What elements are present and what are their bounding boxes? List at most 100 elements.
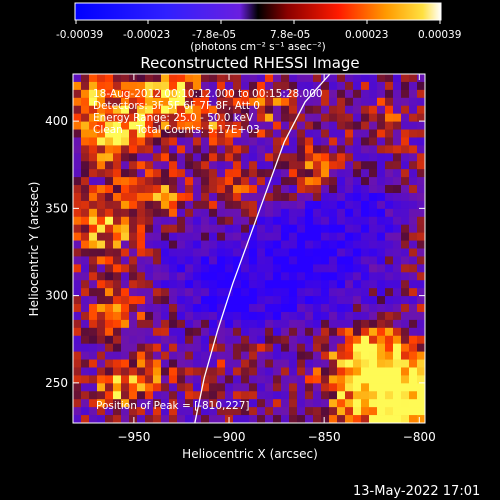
heatmap-cell — [81, 169, 90, 178]
heatmap-cell — [121, 177, 130, 186]
heatmap-cell — [289, 311, 298, 321]
heatmap-cell — [353, 264, 362, 273]
heatmap-cell — [305, 288, 314, 297]
heatmap-cell — [113, 185, 122, 194]
heatmap-cell — [265, 296, 274, 305]
heatmap-cell — [169, 359, 178, 368]
heatmap-cell — [393, 327, 402, 337]
heatmap-cell — [137, 304, 146, 313]
heatmap-cell — [177, 81, 186, 91]
heatmap-cell — [201, 145, 210, 154]
heatmap-cell — [289, 351, 298, 360]
heatmap-cell — [169, 81, 178, 91]
heatmap-cell — [409, 383, 418, 392]
heatmap-cell — [169, 200, 178, 210]
heatmap-cell — [297, 153, 306, 162]
heatmap-cell — [265, 399, 274, 408]
heatmap-cell — [409, 375, 418, 384]
heatmap-cell — [281, 335, 290, 345]
heatmap-cell — [241, 272, 250, 281]
heatmap-cell — [73, 216, 82, 226]
heatmap-cell — [169, 375, 178, 384]
heatmap-cell — [345, 407, 354, 416]
heatmap-cell — [377, 311, 386, 321]
heatmap-cell — [89, 399, 98, 408]
heatmap-cell — [369, 224, 378, 234]
heatmap-cell — [377, 375, 386, 384]
heatmap-cell — [257, 185, 266, 194]
heatmap-cell — [201, 89, 210, 99]
heatmap-cell — [377, 177, 386, 186]
heatmap-cell — [289, 383, 298, 392]
heatmap-cell — [105, 256, 114, 265]
heatmap-cell — [225, 177, 234, 186]
heatmap-cell — [97, 264, 106, 273]
heatmap-cell — [81, 224, 90, 234]
heatmap-cell — [73, 375, 82, 384]
heatmap-cell — [401, 311, 410, 321]
heatmap-cell — [105, 327, 114, 337]
heatmap-cell — [409, 145, 418, 154]
heatmap-cell — [249, 169, 258, 178]
heatmap-cell — [401, 407, 410, 416]
heatmap-cell — [289, 359, 298, 368]
heatmap-cell — [145, 383, 154, 392]
heatmap-cell — [249, 121, 258, 130]
heatmap-cell — [361, 304, 370, 313]
heatmap-cell — [89, 264, 98, 273]
heatmap-cell — [73, 169, 82, 178]
heatmap-cell — [233, 407, 242, 416]
heatmap-cell — [241, 375, 250, 384]
heatmap-cell — [361, 264, 370, 273]
heatmap-cell — [369, 359, 378, 368]
heatmap-cell — [337, 81, 346, 91]
heatmap-cell — [201, 224, 210, 234]
heatmap-cell — [313, 185, 322, 194]
heatmap-cell — [361, 161, 370, 170]
heatmap-cell — [353, 129, 362, 138]
heatmap-cell — [313, 113, 322, 122]
heatmap-cell — [105, 383, 114, 392]
heatmap-cell — [329, 288, 338, 297]
heatmap-cell — [289, 224, 298, 234]
heatmap-cell — [89, 383, 98, 392]
heatmap-cell — [345, 145, 354, 154]
heatmap-cell — [273, 232, 282, 241]
heatmap-cell — [81, 216, 90, 226]
heatmap-cell — [177, 185, 186, 194]
heatmap-cell — [265, 113, 274, 122]
heatmap-cell — [225, 367, 234, 376]
heatmap-cell — [225, 359, 234, 368]
heatmap-cell — [353, 89, 362, 99]
heatmap-cell — [89, 177, 98, 186]
heatmap-cell — [225, 383, 234, 392]
heatmap-cell — [361, 169, 370, 178]
heatmap-cell — [233, 208, 242, 218]
colorbar — [74, 2, 442, 21]
heatmap-cell — [337, 407, 346, 416]
heatmap-cell — [217, 351, 226, 360]
heatmap-cell — [345, 343, 354, 353]
heatmap-cell — [177, 296, 186, 305]
heatmap-cell — [377, 351, 386, 360]
heatmap-cell — [81, 208, 90, 218]
plot-frame — [72, 73, 426, 424]
heatmap-cell — [265, 335, 274, 345]
heatmap-cell — [97, 169, 106, 178]
heatmap-cell — [225, 256, 234, 265]
heatmap-cell — [153, 105, 162, 115]
heatmap-cell — [233, 81, 242, 91]
heatmap-cell — [417, 145, 425, 154]
heatmap-cell — [345, 248, 354, 257]
heatmap-cell — [201, 232, 210, 241]
heatmap-cell — [257, 113, 266, 122]
heatmap-cell — [313, 89, 322, 99]
heatmap-cell — [225, 391, 234, 400]
heatmap-cell — [385, 192, 394, 202]
heatmap-cell — [417, 391, 425, 400]
heatmap-cell — [137, 367, 146, 376]
heatmap-cell — [305, 169, 314, 178]
heatmap-cell — [393, 383, 402, 392]
heatmap-cell — [313, 375, 322, 384]
heatmap-cell — [273, 280, 282, 289]
